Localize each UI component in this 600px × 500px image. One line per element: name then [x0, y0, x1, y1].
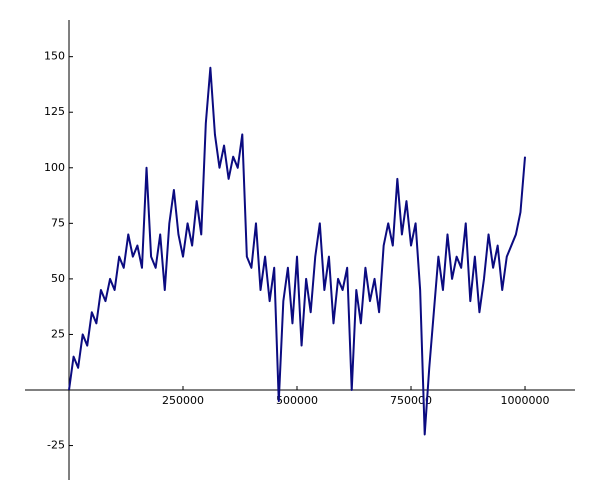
- x-tick-label: 500000: [276, 394, 318, 407]
- data-line: [68, 66, 527, 436]
- x-tick-label: 1000000: [501, 394, 550, 407]
- x-tick-label: 250000: [162, 394, 204, 407]
- y-tick-label: 150: [44, 50, 65, 63]
- y-tick-label: 50: [51, 272, 65, 285]
- y-tick-label: 75: [51, 216, 65, 229]
- x-tick-label: 750000: [390, 394, 432, 407]
- y-tick-label: -25: [47, 439, 65, 452]
- y-tick-label: 125: [44, 105, 65, 118]
- y-tick-label: 25: [51, 327, 65, 340]
- y-tick-label: 100: [44, 161, 65, 174]
